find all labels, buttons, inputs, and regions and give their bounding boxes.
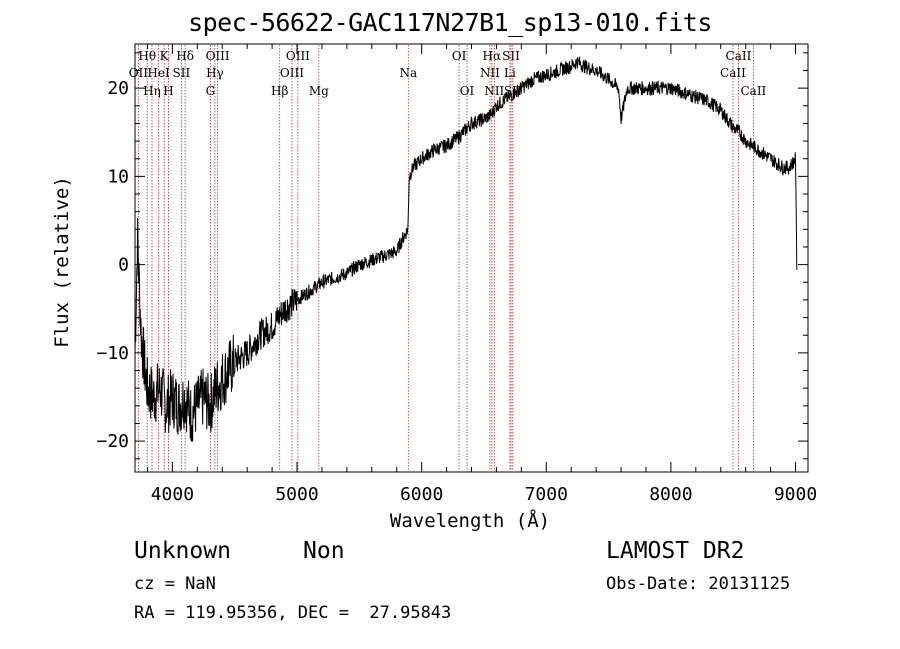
y-tick-label: −20 bbox=[96, 431, 129, 452]
line-marker-label: Hβ bbox=[271, 84, 288, 98]
line-marker-label: OIII bbox=[286, 49, 310, 63]
line-marker-label: NII bbox=[480, 66, 500, 80]
spectrum-line bbox=[134, 56, 798, 442]
redshift-text: cz = NaN bbox=[134, 574, 216, 594]
object-subclass: Non bbox=[303, 538, 345, 564]
x-tick-label: 8000 bbox=[649, 484, 692, 505]
y-tick-label: 0 bbox=[118, 255, 129, 276]
x-axis: 4000 5000 6000 7000 8000 9000 bbox=[146, 44, 817, 505]
line-marker-label: Hα bbox=[483, 49, 502, 63]
line-marker-label: OIII bbox=[206, 49, 230, 63]
coordinates-text: RA = 119.95356, DEC = 27.95843 bbox=[134, 603, 452, 623]
line-marker-label: CaII bbox=[720, 66, 746, 80]
y-axis: −20 −10 0 10 20 bbox=[96, 52, 808, 460]
y-tick-label: 10 bbox=[107, 166, 129, 187]
line-marker-label: CaII bbox=[740, 84, 766, 98]
line-marker-label: Mg bbox=[309, 84, 329, 98]
x-tick-label: 4000 bbox=[151, 484, 194, 505]
line-marker-label: CaII bbox=[726, 49, 752, 63]
x-tick-label: 9000 bbox=[774, 484, 817, 505]
plot-frame bbox=[134, 43, 809, 473]
x-tick-label: 5000 bbox=[275, 484, 318, 505]
survey-label: LAMOST DR2 bbox=[606, 538, 745, 564]
line-marker-label: K bbox=[160, 49, 170, 63]
line-marker-label: Li bbox=[504, 66, 516, 80]
line-marker-label: NII bbox=[484, 84, 504, 98]
line-marker-label: SII bbox=[504, 84, 522, 98]
line-marker-labels: Hθ OII Hη K HeI H Hδ SII OIII Hγ G Hβ OIII OIII Mg Na OI… bbox=[129, 49, 767, 98]
line-marker-label: Hθ bbox=[138, 49, 156, 63]
line-marker-label: Hγ bbox=[206, 66, 224, 80]
emission-line-markers bbox=[137, 45, 754, 471]
y-axis-label: Flux (relative) bbox=[51, 176, 73, 348]
obs-date: Obs-Date: 20131125 bbox=[606, 574, 791, 594]
line-marker-label: OI bbox=[460, 84, 475, 98]
object-class: Unknown bbox=[134, 538, 231, 564]
chart-title: spec-56622-GAC117N27B1_sp13-010.fits bbox=[188, 8, 712, 37]
line-marker-label: H bbox=[163, 84, 173, 98]
line-marker-label: HeI bbox=[147, 66, 170, 80]
line-marker-label: SII bbox=[173, 66, 191, 80]
line-marker-label: SII bbox=[502, 49, 520, 63]
y-tick-label: −10 bbox=[96, 343, 129, 364]
line-marker-label: Hδ bbox=[176, 49, 194, 63]
line-marker-label: G bbox=[206, 84, 216, 98]
x-axis-label: Wavelength (Å) bbox=[389, 510, 551, 532]
line-marker-label: Hη bbox=[143, 84, 161, 98]
x-tick-label: 6000 bbox=[400, 484, 443, 505]
line-marker-label: OIII bbox=[280, 66, 304, 80]
line-marker-label: Na bbox=[399, 66, 417, 80]
x-tick-label: 7000 bbox=[525, 484, 568, 505]
y-tick-label: 20 bbox=[107, 78, 129, 99]
line-marker-label: OII bbox=[129, 66, 149, 80]
line-marker-label: OI bbox=[452, 49, 467, 63]
